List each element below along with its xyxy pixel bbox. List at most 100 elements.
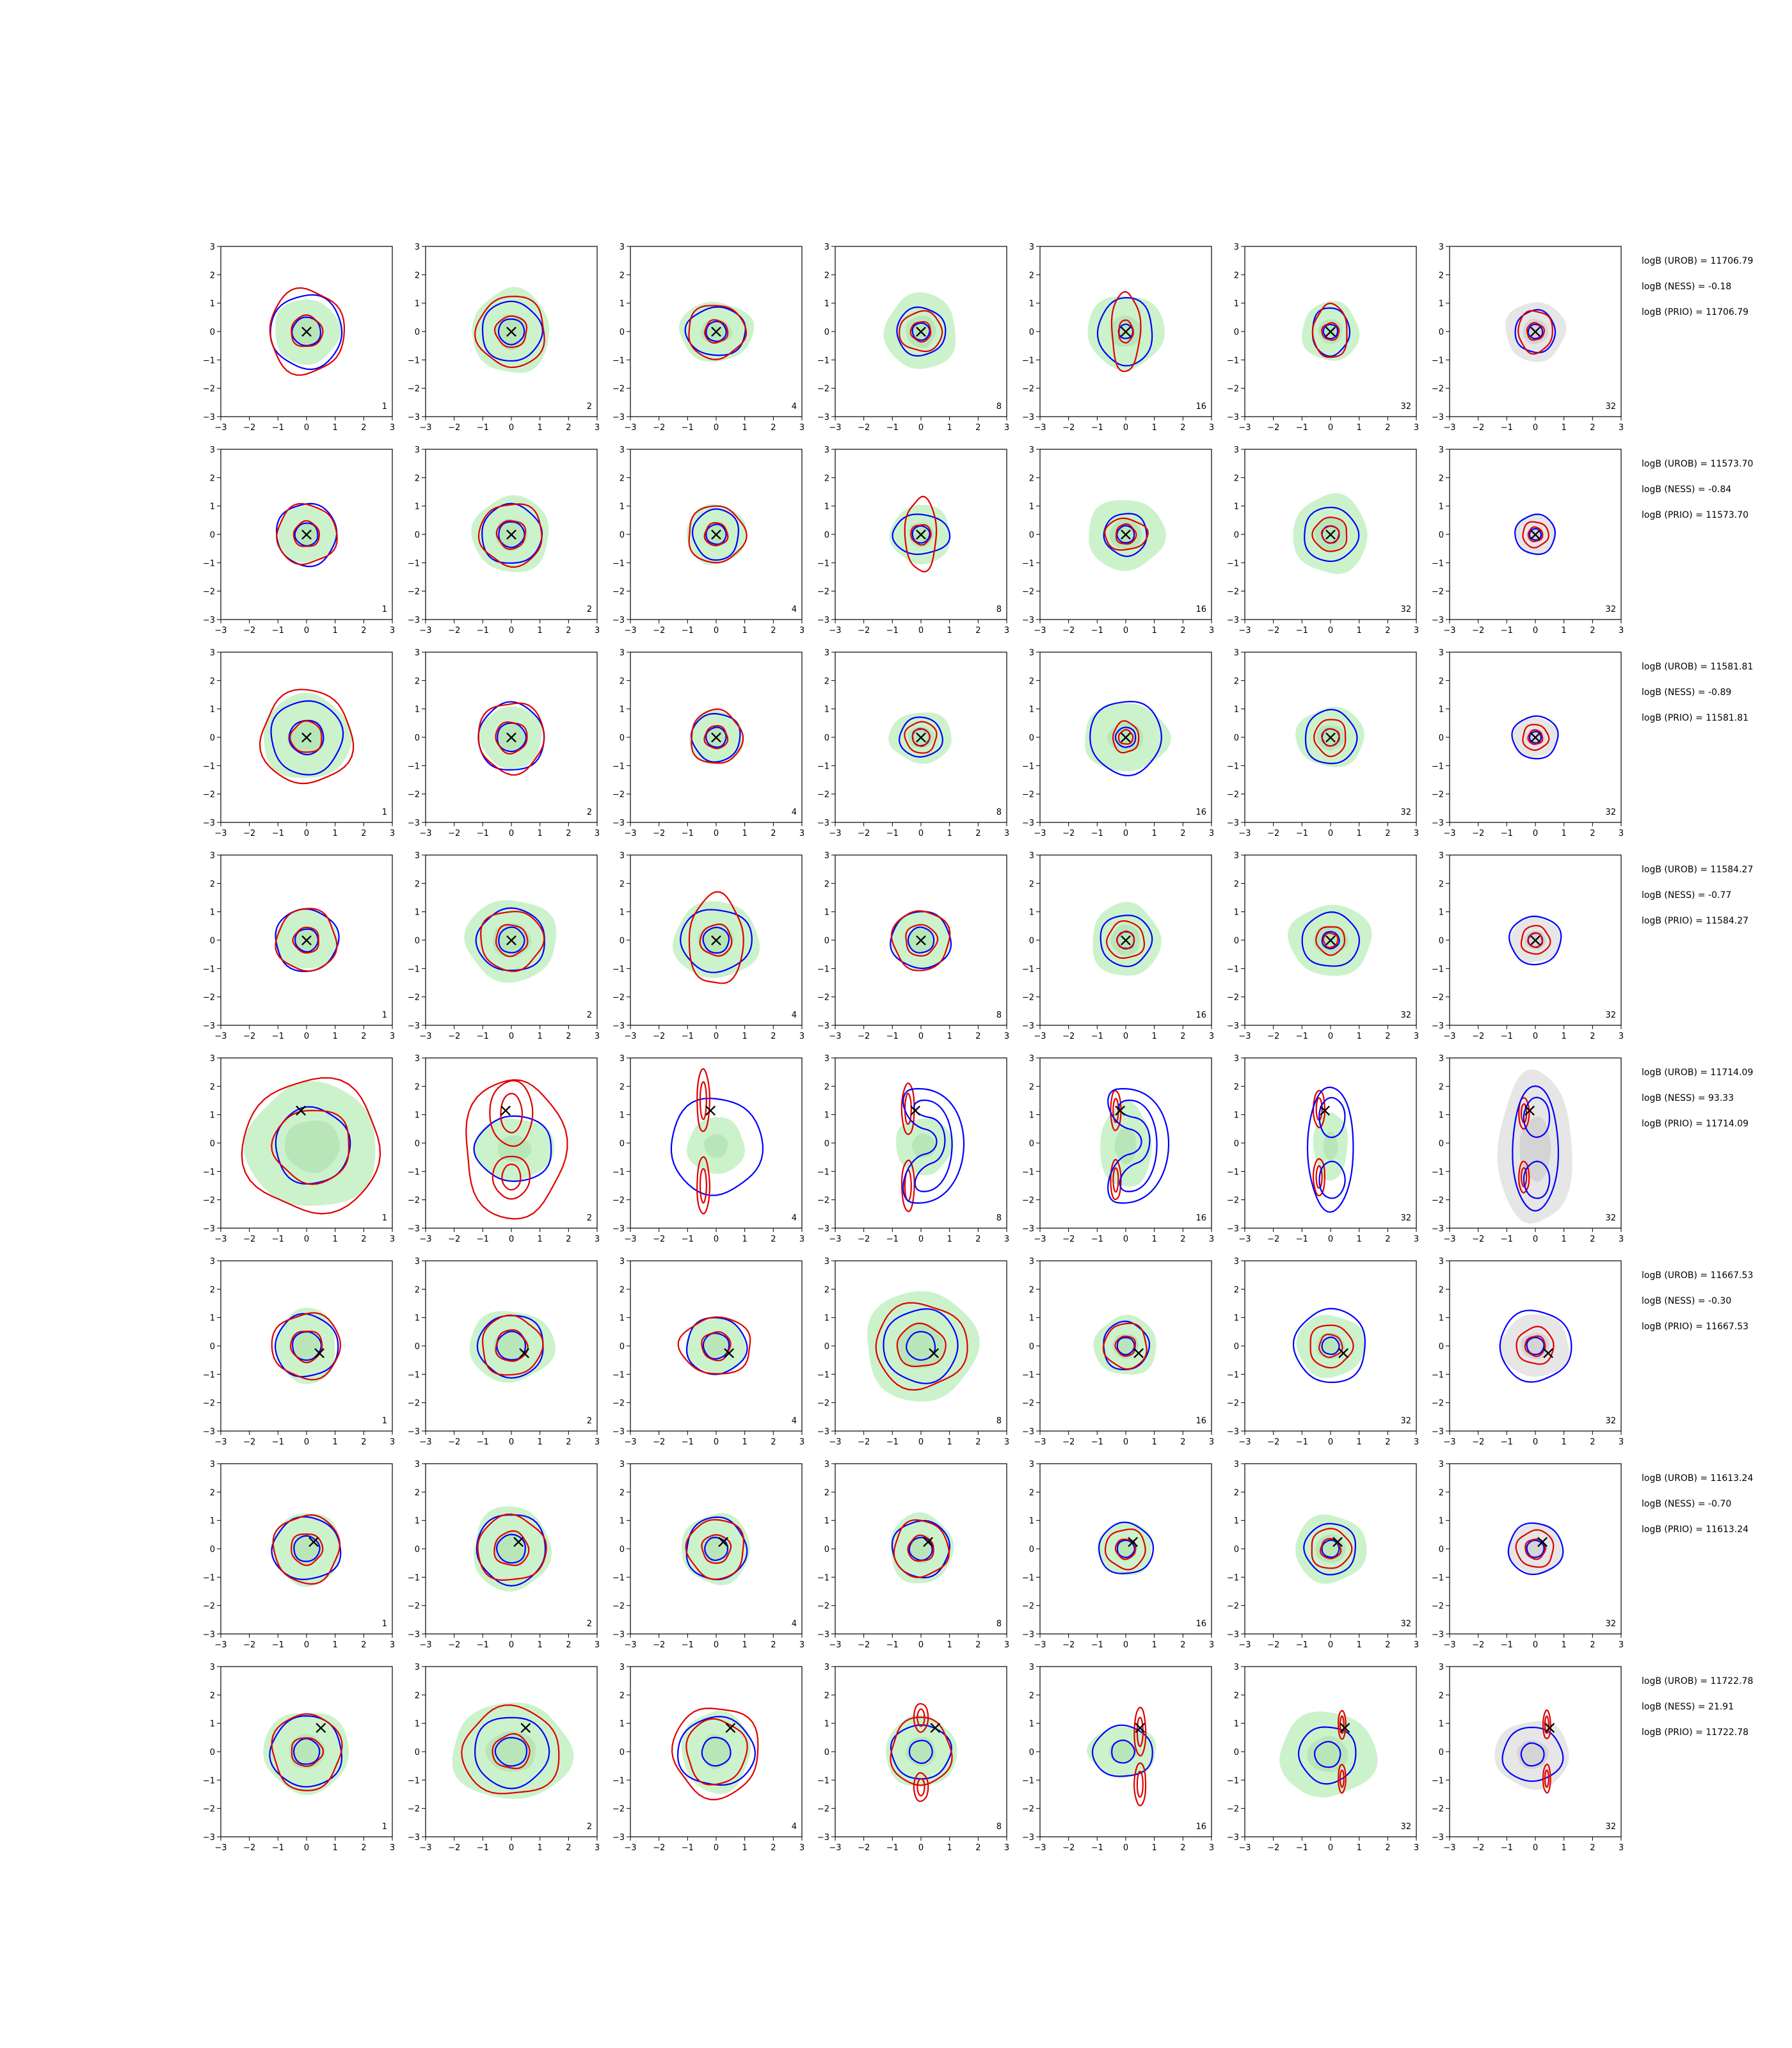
red-contour [688,505,748,564]
y-tick-label: 0 [1234,1748,1239,1757]
y-tick-label: 0 [210,328,215,337]
y-tick-label: 3 [1234,243,1239,252]
x-tick-label: 3 [1209,423,1214,433]
x-tick-label: −1 [682,1235,694,1244]
x-tick-label: −2 [243,626,255,636]
x-tick-label: 3 [1209,1843,1214,1853]
y-tick-label: −1 [203,356,215,365]
x-tick-label: −1 [477,1235,489,1244]
x-tick-label: −3 [1238,829,1251,838]
x-tick-label: −3 [214,1437,227,1447]
panel-r5-c5: × −3 −2 −1 0 1 2 3 −3 −2 −1 0 1 2 3 16 [1022,1054,1214,1244]
red-contour [1118,319,1135,344]
x-tick-label: −3 [419,1843,431,1853]
marker-x: × [913,726,928,748]
x-tick-label: 3 [799,829,804,838]
y-tick-label: −1 [817,1573,829,1583]
x-tick-label: 1 [333,1437,338,1447]
panel-r3-c7: × −3 −2 −1 0 1 2 3 −3 −2 −1 0 1 2 3 32 [1432,648,1624,838]
x-tick-label: −2 [1472,1843,1484,1853]
x-tick-label: −3 [419,1640,431,1650]
density-fill-core [287,719,325,756]
y-tick-label: 3 [824,1257,829,1267]
panel-label: 4 [792,402,797,412]
blue-contour [473,1115,552,1182]
blue-contour-inner [705,726,727,748]
red-contour [688,891,744,984]
blue-contour-upper [1523,1096,1551,1138]
plot-area: × [259,689,355,785]
x-tick-label: −2 [243,829,255,838]
marker-x: × [721,1342,736,1363]
x-tick-label: 0 [1123,1437,1128,1447]
y-tick-label: 0 [824,328,829,337]
y-tick-label: 1 [210,1517,215,1526]
y-tick-label: 0 [1439,936,1444,946]
red-contour-lobe [696,1068,711,1132]
panel-r7-c7: × −3 −2 −1 0 1 2 3 −3 −2 −1 0 1 2 3 32 [1432,1460,1624,1650]
x-tick-label: 2 [1385,1032,1390,1041]
y-tick-label: −3 [1022,1833,1034,1843]
x-tick-label: 3 [1209,626,1214,636]
blue-contour [475,907,545,972]
y-tick-label: −2 [817,1602,829,1612]
x-tick-label: 3 [595,1640,600,1650]
x-tick-label: 2 [771,1437,776,1447]
x-tick-label: 1 [333,1235,338,1244]
red-contour-lobe [489,1080,534,1148]
marker-x: × [913,321,928,342]
x-tick-label: −1 [1501,829,1513,838]
x-tick-label: 1 [742,1640,748,1650]
y-tick-label: 0 [1439,531,1444,540]
y-tick-label: −2 [1227,993,1239,1003]
red-contour [691,708,744,764]
y-tick-label: 3 [1029,1054,1034,1064]
red-contour [495,924,529,957]
y-tick-label: 3 [824,851,829,861]
x-tick-label: −2 [448,829,460,838]
y-tick-label: −1 [1432,964,1444,974]
y-tick-label: 1 [1234,300,1239,309]
x-tick-label: 2 [361,626,366,636]
y-tick-label: 3 [210,648,215,658]
x-tick-label: 0 [1123,423,1128,433]
y-tick-label: −2 [1022,1399,1034,1409]
y-tick-label: 2 [824,879,829,889]
x-tick-label: −3 [624,423,636,433]
y-tick-label: 2 [1234,1691,1239,1700]
y-tick-label: −1 [408,964,420,974]
y-tick-label: 1 [415,1517,420,1526]
panel-r8-c6: × −3 −2 −1 0 1 2 3 −3 −2 −1 0 1 2 3 32 [1227,1663,1419,1853]
y-tick-label: 1 [620,1314,625,1324]
x-tick-label: 2 [1590,1235,1595,1244]
y-tick-label: 0 [210,1545,215,1555]
y-tick-label: 0 [1439,328,1444,337]
y-tick-label: 2 [1234,474,1239,483]
y-tick-label: 1 [1029,300,1034,309]
x-tick-label: 1 [1357,626,1362,636]
panel-label: 4 [792,1619,797,1629]
y-tick-label: −1 [1432,1776,1444,1786]
x-tick-label: 3 [1619,1843,1624,1853]
y-tick-label: 2 [210,1285,215,1295]
y-tick-label: −3 [1022,819,1034,828]
stat-text: logB (NESS) = -0.70 [1642,1499,1731,1509]
y-tick-label: −1 [408,1573,420,1583]
red-contour [289,720,323,753]
y-tick-label: −2 [203,1805,215,1814]
panel-label: 2 [587,1213,592,1223]
y-tick-label: 3 [415,1054,420,1064]
x-tick-label: 1 [1562,1032,1567,1041]
panel-r2-c2: × −3 −2 −1 0 1 2 3 −3 −2 −1 0 1 2 3 2 [408,445,600,636]
x-tick-label: 1 [538,1640,543,1650]
panel-r2-c7: × −3 −2 −1 0 1 2 3 −3 −2 −1 0 1 2 3 32 [1432,445,1624,636]
blue-contour [481,502,543,564]
y-tick-label: 2 [210,474,215,483]
y-tick-label: 2 [1234,271,1239,280]
density-fill-core [705,725,728,749]
y-tick-label: −1 [817,559,829,568]
y-tick-label: −1 [612,1370,625,1380]
panel-r4-c2: × −3 −2 −1 0 1 2 3 −3 −2 −1 0 1 2 3 2 [408,851,600,1041]
y-tick-label: 2 [1029,1285,1034,1295]
red-contour [291,314,324,348]
